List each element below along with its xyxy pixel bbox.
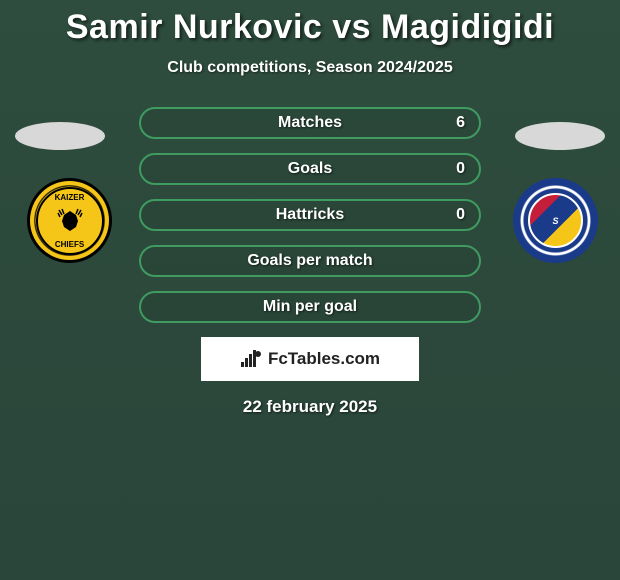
page-title: Samir Nurkovic vs Magidigidi: [0, 0, 620, 47]
stat-row-min-per-goal: Min per goal: [139, 291, 481, 323]
attribution-badge: FcTables.com: [201, 337, 419, 381]
team-crest-right: S: [513, 178, 598, 263]
supersport-icon: S: [528, 193, 583, 248]
stat-row-goals-per-match: Goals per match: [139, 245, 481, 277]
stat-value-right: 0: [456, 206, 465, 224]
stat-label: Goals: [288, 160, 332, 178]
bars-icon: [240, 350, 262, 368]
stat-row-matches: Matches 6: [139, 107, 481, 139]
attribution-text: FcTables.com: [268, 349, 380, 369]
chief-head-icon: [56, 207, 84, 235]
stats-container: Matches 6 Goals 0 Hattricks 0 Goals per …: [139, 107, 481, 323]
stat-label: Goals per match: [247, 252, 372, 270]
kaizer-chiefs-icon: [36, 187, 104, 255]
stat-value-right: 6: [456, 114, 465, 132]
page-subtitle: Club competitions, Season 2024/2025: [0, 59, 620, 77]
date-label: 22 february 2025: [0, 397, 620, 417]
stat-row-goals: Goals 0: [139, 153, 481, 185]
stat-row-hattricks: Hattricks 0: [139, 199, 481, 231]
stat-label: Min per goal: [263, 298, 357, 316]
stat-value-right: 0: [456, 160, 465, 178]
player-photo-left-placeholder: [15, 122, 105, 150]
stat-label: Matches: [278, 114, 342, 132]
team-crest-left: [27, 178, 112, 263]
player-photo-right-placeholder: [515, 122, 605, 150]
stat-label: Hattricks: [276, 206, 344, 224]
